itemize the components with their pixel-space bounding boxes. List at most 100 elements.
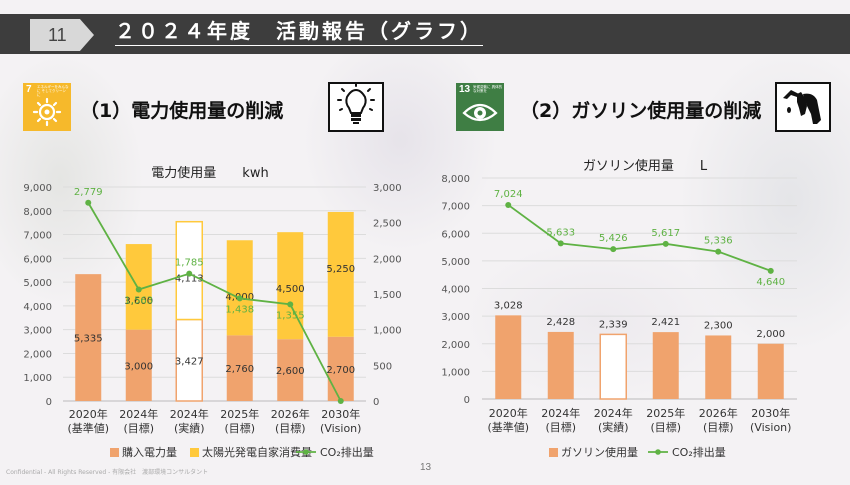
elec-y2-tick-label: 0 — [373, 397, 379, 408]
elec-bar — [327, 211, 354, 337]
elec-y-tick-label: 4,000 — [23, 302, 52, 313]
gas-legend-marker — [655, 449, 661, 455]
elec-bar — [226, 240, 253, 336]
gas-co2-point — [662, 240, 669, 247]
fuel-pump-icon — [775, 82, 831, 132]
gas-x-tick-label: 2026年 — [699, 406, 738, 420]
elec-y-tick-label: 0 — [46, 397, 52, 408]
gas-y-tick-label: 2,000 — [441, 340, 470, 351]
elec-x-tick-sublabel: (基準値) — [67, 421, 109, 435]
gas-bar-label: 3,028 — [494, 300, 523, 311]
elec-legend-swatch — [110, 448, 119, 457]
gas-x-tick-sublabel: (目標) — [650, 420, 681, 434]
gas-x-tick-label: 2025年 — [646, 406, 685, 420]
footer-page-number: 13 — [420, 462, 432, 473]
elec-bar — [327, 336, 354, 401]
gas-y-tick-label: 1,000 — [441, 367, 470, 378]
elec-y-tick-label: 1,000 — [23, 373, 52, 384]
elec-legend-label: 太陽光発電自家消費量 — [202, 445, 312, 459]
gas-x-tick-sublabel: (目標) — [703, 420, 734, 434]
gas-co2-label: 5,336 — [704, 236, 733, 247]
gas-co2-point — [505, 201, 512, 208]
elec-x-tick-label: 2020年 — [69, 407, 108, 421]
elec-y-tick-label: 9,000 — [23, 183, 52, 194]
elec-bar — [175, 318, 203, 402]
sdg13-number: 13 — [459, 84, 471, 95]
page-number-badge: 11 — [30, 19, 94, 51]
gas-y-tick-label: 3,000 — [441, 312, 470, 323]
elec-x-tick-label: 2024年 — [119, 407, 158, 421]
elec-y-tick-label: 3,000 — [23, 326, 52, 337]
gas-y-tick-label: 4,000 — [441, 285, 470, 296]
title-bar — [0, 14, 850, 54]
elec-co2-label: 1,355 — [276, 310, 305, 321]
elec-bar-label: 3,427 — [175, 356, 204, 367]
elec-y2-tick-label: 1,500 — [373, 290, 402, 301]
sdg13-text: 気候変動に 具体的な対策を — [473, 85, 503, 93]
elec-co2-point — [337, 398, 344, 404]
elec-x-tick-sublabel: (目標) — [275, 421, 306, 435]
elec-co2-point — [236, 295, 243, 302]
gas-co2-label: 5,633 — [546, 227, 575, 238]
elec-co2-point — [85, 199, 92, 206]
gas-bar — [757, 343, 784, 399]
sun-icon — [32, 97, 62, 127]
page-title: ２０２４年度 活動報告（グラフ） — [115, 18, 483, 46]
elec-bar — [75, 274, 102, 401]
elec-x-tick-sublabel: (目標) — [123, 421, 154, 435]
elec-y2-tick-label: 2,000 — [373, 254, 402, 265]
gas-bar-label: 2,428 — [546, 317, 575, 328]
elec-x-tick-label: 2025年 — [220, 407, 259, 421]
gas-bar-label: 2,421 — [651, 317, 680, 328]
sdg13-icon: 13 気候変動に 具体的な対策を — [456, 83, 504, 131]
eye-globe-icon — [462, 103, 498, 122]
gas-co2-label: 7,024 — [494, 189, 523, 200]
gasoline-section-title: （2）ガソリン使用量の削減 — [520, 100, 762, 122]
elec-bar — [277, 339, 304, 401]
gas-bar-label: 2,300 — [704, 320, 733, 331]
elec-legend-label: CO₂排出量 — [320, 445, 374, 459]
gas-bar — [652, 332, 679, 399]
elec-x-tick-label: 2024年 — [170, 407, 209, 421]
gas-legend-label: ガソリン使用量 — [561, 446, 638, 459]
elec-bar-label: 2,760 — [225, 364, 254, 375]
elec-y2-tick-label: 500 — [373, 361, 392, 372]
elec-co2-label: 1,563 — [124, 296, 153, 307]
elec-bar-label: 2,600 — [276, 366, 305, 377]
gas-co2-label: 5,426 — [599, 233, 628, 244]
elec-x-tick-label: 2030年 — [321, 407, 360, 421]
gas-bar-label: 2,339 — [599, 319, 628, 330]
gas-co2-point — [610, 246, 617, 253]
elec-co2-point — [135, 286, 142, 293]
elec-bar — [226, 335, 253, 401]
elec-y-tick-label: 2,000 — [23, 349, 52, 360]
elec-co2-line — [87, 202, 342, 402]
elec-y-tick-label: 5,000 — [23, 278, 52, 289]
confidential-notice: Confidential - All Rights Reserved - 有限会… — [6, 469, 209, 476]
sdg7-number: 7 — [26, 84, 32, 95]
elec-co2-label: 1,785 — [175, 258, 204, 269]
gas-x-tick-label: 2024年 — [594, 406, 633, 420]
elec-bar-label: 4,500 — [276, 284, 305, 295]
elec-x-tick-sublabel: (実績) — [174, 421, 205, 435]
gas-bar — [599, 333, 627, 400]
gas-bar — [705, 335, 732, 399]
elec-bar — [125, 329, 152, 401]
sdg7-icon: 7 エネルギーをみんなに そしてクリーンに — [23, 83, 71, 131]
gas-y-tick-label: 5,000 — [441, 257, 470, 268]
electricity-section-title: （1）電力使用量の削減 — [80, 100, 284, 122]
elec-x-tick-sublabel: (Vision) — [320, 422, 361, 435]
elec-bar-label: 3,600 — [124, 296, 153, 307]
gas-co2-line — [507, 204, 772, 272]
elec-legend-marker — [303, 449, 309, 455]
gas-x-tick-label: 2030年 — [751, 406, 790, 420]
elec-co2-label: 1,438 — [225, 304, 254, 315]
elec-bar-label: 3,000 — [124, 361, 153, 372]
gas-x-tick-sublabel: (Vision) — [750, 421, 791, 434]
elec-y2-tick-label: 2,500 — [373, 219, 402, 230]
gas-bar — [495, 315, 522, 399]
gas-y-tick-label: 8,000 — [441, 174, 470, 185]
elec-legend-label: 購入電力量 — [122, 445, 177, 459]
gas-bar — [547, 331, 574, 399]
